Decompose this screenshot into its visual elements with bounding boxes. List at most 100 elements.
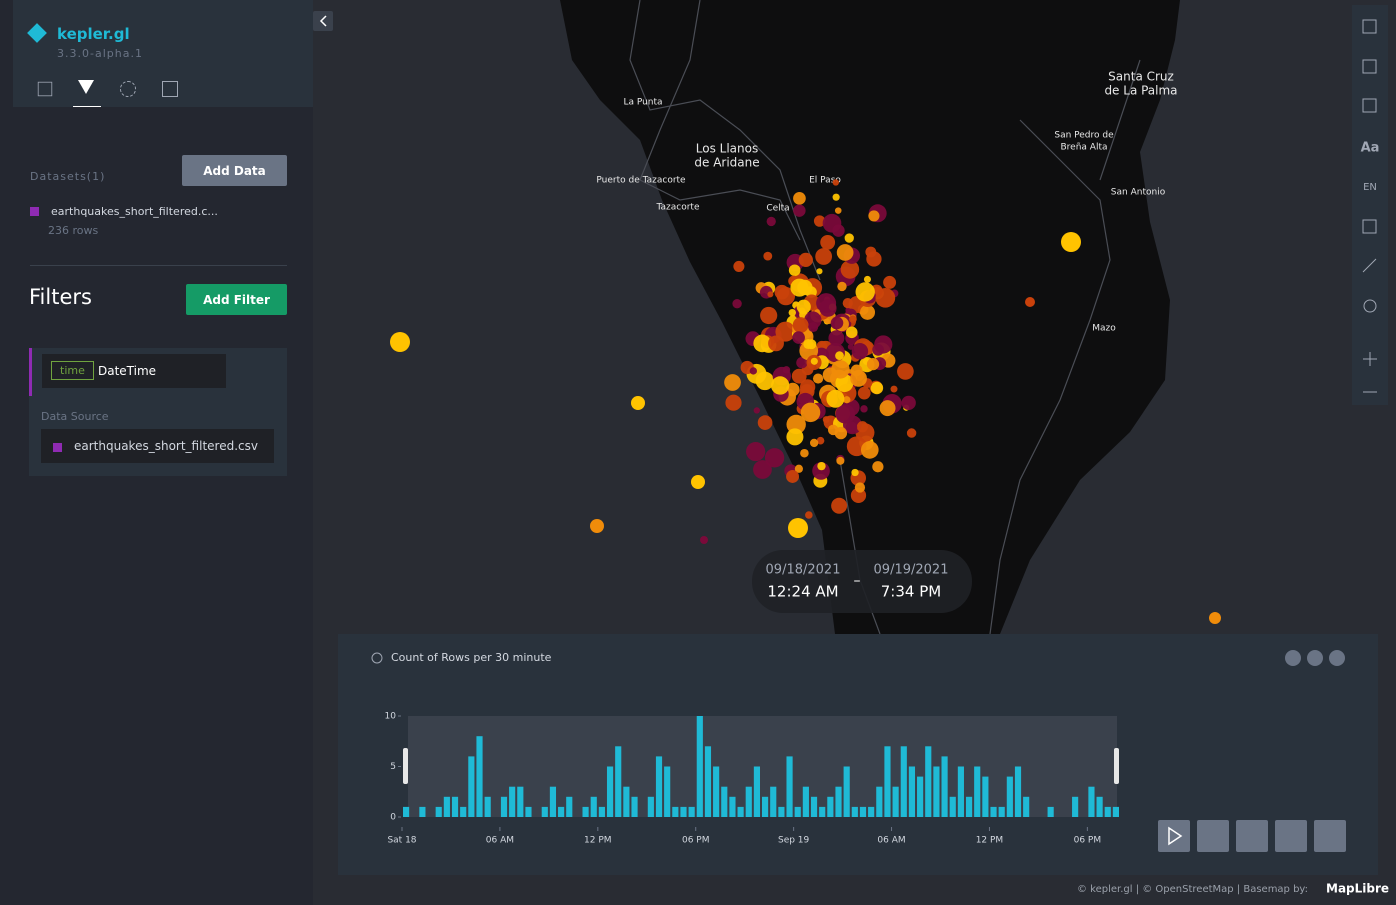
- logo-mark: [27, 23, 47, 43]
- earthquake-point: [776, 287, 796, 306]
- collapse-sidebar[interactable]: [313, 11, 333, 31]
- split-icon[interactable]: [1362, 19, 1377, 34]
- zoom-in[interactable]: [1363, 352, 1377, 366]
- histogram-bar: [908, 766, 916, 817]
- place-label: Tazacorte: [656, 203, 700, 213]
- earthquake-point: [757, 415, 773, 430]
- place-label: Puerto de Tazacorte: [596, 176, 686, 186]
- draw-icon[interactable]: [1362, 98, 1377, 113]
- add-filter-button[interactable]: Add Filter: [186, 284, 287, 315]
- earthquake-point: [788, 308, 796, 317]
- place-label: El Paso: [809, 176, 841, 186]
- histogram-bar: [403, 806, 410, 817]
- x-tick-label: 06 AM: [877, 836, 905, 846]
- filter-field[interactable]: DateTime: [98, 364, 157, 378]
- filters-title: Filters: [29, 285, 92, 309]
- histogram-bar: [713, 766, 720, 817]
- earthquake-point: [854, 482, 866, 493]
- dataset-color: [30, 207, 39, 216]
- histogram-bar: [1104, 806, 1111, 817]
- histogram-bar: [876, 786, 883, 817]
- earthquake-point: [788, 518, 808, 538]
- brush-icon[interactable]: [1362, 258, 1377, 273]
- start-time: 12:24 AM: [767, 583, 838, 601]
- earthquake-point: [746, 441, 766, 462]
- histogram-bar: [476, 736, 483, 817]
- earthquake-point: [590, 519, 604, 533]
- basemap-tab[interactable]: [162, 81, 178, 97]
- histogram-bar: [941, 756, 948, 817]
- interactions-tab[interactable]: [120, 81, 136, 97]
- earthquake-point: [851, 343, 869, 360]
- histogram-bar: [745, 786, 752, 817]
- histogram-bar: [851, 806, 858, 817]
- locale-toggle[interactable]: EN: [1363, 182, 1377, 193]
- histogram-bar: [615, 746, 622, 817]
- earthquake-point: [856, 421, 869, 433]
- histogram-bar: [525, 806, 532, 817]
- histogram-bar: [859, 806, 867, 817]
- text-toggle[interactable]: Aa: [1361, 141, 1380, 156]
- earthquake-point: [796, 299, 811, 314]
- dataset-name[interactable]: earthquakes_short_filtered.c...: [51, 205, 218, 218]
- earthquake-point: [901, 395, 916, 411]
- step-button[interactable]: [1236, 820, 1268, 852]
- earthquake-point: [786, 428, 804, 446]
- histogram-bar: [998, 806, 1005, 817]
- earthquake-point: [860, 304, 876, 320]
- legend-icon[interactable]: [1362, 219, 1377, 234]
- range-handle-left[interactable]: [403, 748, 408, 784]
- filter-accent: [29, 348, 32, 396]
- histogram-bar: [917, 776, 924, 817]
- earthquake-point: [1061, 232, 1081, 252]
- earthquake-point: [800, 448, 809, 458]
- effects-icon[interactable]: [1363, 299, 1377, 313]
- earthquake-point: [1209, 612, 1221, 624]
- earthquake-point: [863, 275, 871, 283]
- roads: [629, 0, 1141, 635]
- earthquake-point: [840, 260, 860, 279]
- add-data-button[interactable]: Add Data: [182, 155, 287, 186]
- histogram-bar: [680, 806, 687, 817]
- earthquake-point: [860, 405, 868, 413]
- place-label: de La Palma: [1104, 84, 1177, 98]
- play-button[interactable]: [1158, 820, 1190, 852]
- earthquake-point: [834, 207, 842, 214]
- earthquake-point: [855, 282, 875, 302]
- histogram-bar: [949, 796, 956, 817]
- earthquake-point: [749, 367, 757, 375]
- earthquake-point: [831, 497, 848, 514]
- earthquake-point: [768, 335, 784, 352]
- y-tick-label: 5: [390, 762, 396, 772]
- sidebar-panel: Datasets(1) Add Data earthquakes_short_f…: [13, 107, 313, 893]
- close-button[interactable]: [1329, 650, 1345, 666]
- earthquake-point: [870, 381, 884, 395]
- chevron: [319, 15, 327, 27]
- earthquake-point: [857, 386, 871, 400]
- histogram-bar: [721, 786, 728, 817]
- earthquake-point: [874, 335, 893, 354]
- earthquake-point: [835, 374, 854, 393]
- window-button[interactable]: [1275, 820, 1307, 852]
- 3d-icon[interactable]: [1362, 59, 1377, 74]
- earthquake-point: [767, 291, 774, 298]
- settings-button[interactable]: [1285, 650, 1301, 666]
- collapse-button[interactable]: [1307, 650, 1323, 666]
- earthquake-point: [843, 396, 851, 404]
- earthquake-point: [808, 322, 819, 333]
- histogram-bar: [974, 766, 981, 817]
- histogram-bar: [582, 806, 589, 817]
- layers-tab[interactable]: [37, 81, 53, 97]
- earthquake-point: [390, 332, 410, 352]
- filters-tab[interactable]: [78, 80, 94, 94]
- y-tick-label: 10: [385, 712, 397, 722]
- range-handle-right[interactable]: [1114, 748, 1119, 784]
- speed-button[interactable]: [1197, 820, 1229, 852]
- histogram-bar: [900, 746, 907, 817]
- export-button[interactable]: [1314, 820, 1346, 852]
- histogram-bar: [1112, 806, 1119, 817]
- histogram: 0 5 10 Sat 18 06 AM 12 PM 06 PM Sep 19 06 AM 12 P…: [385, 712, 1119, 846]
- histogram-bar: [688, 806, 695, 817]
- earthquake-point: [766, 216, 776, 227]
